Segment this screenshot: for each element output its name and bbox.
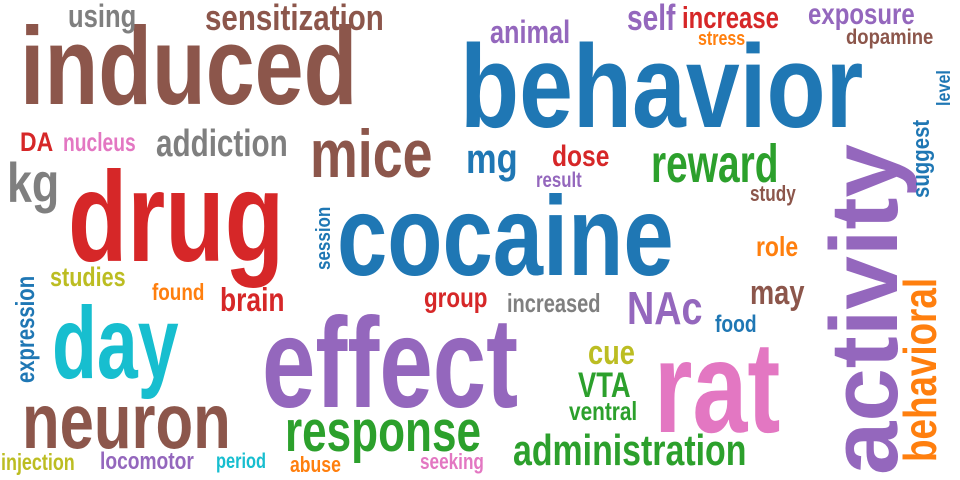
word-DA: DA: [20, 127, 54, 157]
word-behavior: behavior: [460, 21, 864, 153]
word-kg: kg: [7, 151, 60, 214]
word-dopamine: dopamine: [846, 26, 934, 49]
word-cue: cue: [588, 334, 635, 372]
word-day: day: [52, 286, 179, 400]
word-brain: brain: [220, 281, 285, 318]
word-exposure: exposure: [808, 0, 915, 31]
word-animal: animal: [490, 14, 571, 50]
word-injection: injection: [1, 449, 75, 475]
word-expression: expression: [10, 275, 40, 383]
word-mg: mg: [466, 135, 518, 182]
word-nucleus: nucleus: [63, 127, 136, 157]
word-stress: stress: [698, 28, 746, 50]
word-dose: dose: [552, 140, 610, 173]
word-group: group: [424, 282, 488, 313]
word-NAc: NAc: [627, 282, 703, 334]
word-result: result: [536, 169, 582, 192]
word-may: may: [750, 274, 805, 312]
word-increased: increased: [507, 288, 601, 318]
word-mice: mice: [310, 116, 433, 192]
word-ventral: ventral: [569, 396, 638, 426]
word-response: response: [285, 399, 481, 464]
word-rat: rat: [654, 314, 781, 460]
word-administration: administration: [513, 426, 747, 475]
word-session: session: [313, 206, 335, 270]
word-seeking: seeking: [420, 449, 484, 474]
word-behavioral: behavioral: [894, 277, 946, 462]
word-increase: increase: [682, 0, 779, 35]
word-addiction: addiction: [156, 123, 288, 165]
word-reward: reward: [651, 134, 779, 194]
word-role: role: [756, 231, 799, 262]
word-VTA: VTA: [578, 366, 631, 405]
word-using: using: [68, 0, 137, 34]
word-neuron: neuron: [22, 377, 231, 465]
word-self: self: [627, 0, 676, 38]
word-suggest: suggest: [908, 119, 935, 198]
word-level: level: [934, 70, 955, 106]
word-sensitization: sensitization: [205, 0, 384, 38]
word-drug: drug: [68, 146, 285, 289]
word-studies: studies: [50, 262, 126, 292]
word-locomotor: locomotor: [100, 448, 194, 475]
word-found: found: [152, 279, 205, 305]
word-induced: induced: [20, 5, 358, 128]
word-abuse: abuse: [290, 452, 341, 477]
word-food: food: [715, 311, 757, 338]
word-effect: effect: [262, 292, 519, 435]
word-study: study: [750, 181, 796, 206]
word-cocaine: cocaine: [337, 173, 674, 299]
word-period: period: [216, 450, 267, 473]
